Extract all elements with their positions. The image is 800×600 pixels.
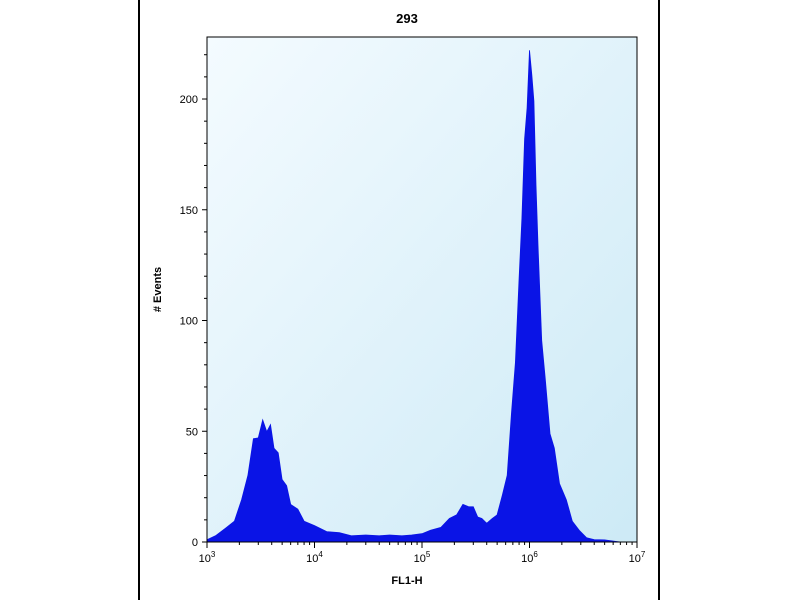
histogram-chart: 0 50 100 150 200 103 104 105 106 107 293 FL1-H #… [152,11,646,587]
x-axis-label: FL1-H [391,575,422,587]
y-tick-label: 150 [180,205,198,217]
y-axis-label: # Events [152,267,164,312]
x-tick-label: 106 [521,550,538,565]
y-axis: 0 50 100 150 200 [180,54,207,549]
y-tick-label: 0 [192,537,198,549]
chart-title: 293 [396,11,418,26]
y-tick-label: 200 [180,94,198,106]
chart-frame: 0 50 100 150 200 103 104 105 106 107 293 FL1-H #… [138,0,660,600]
x-tick-label: 103 [199,550,216,565]
y-tick-label: 100 [180,316,198,328]
y-tick-label: 50 [186,426,198,438]
x-tick-label: 105 [414,550,431,565]
x-tick-label: 107 [629,550,646,565]
x-axis: 103 104 105 106 107 [199,542,646,565]
histogram-series [206,50,621,543]
x-tick-label: 104 [306,550,323,565]
